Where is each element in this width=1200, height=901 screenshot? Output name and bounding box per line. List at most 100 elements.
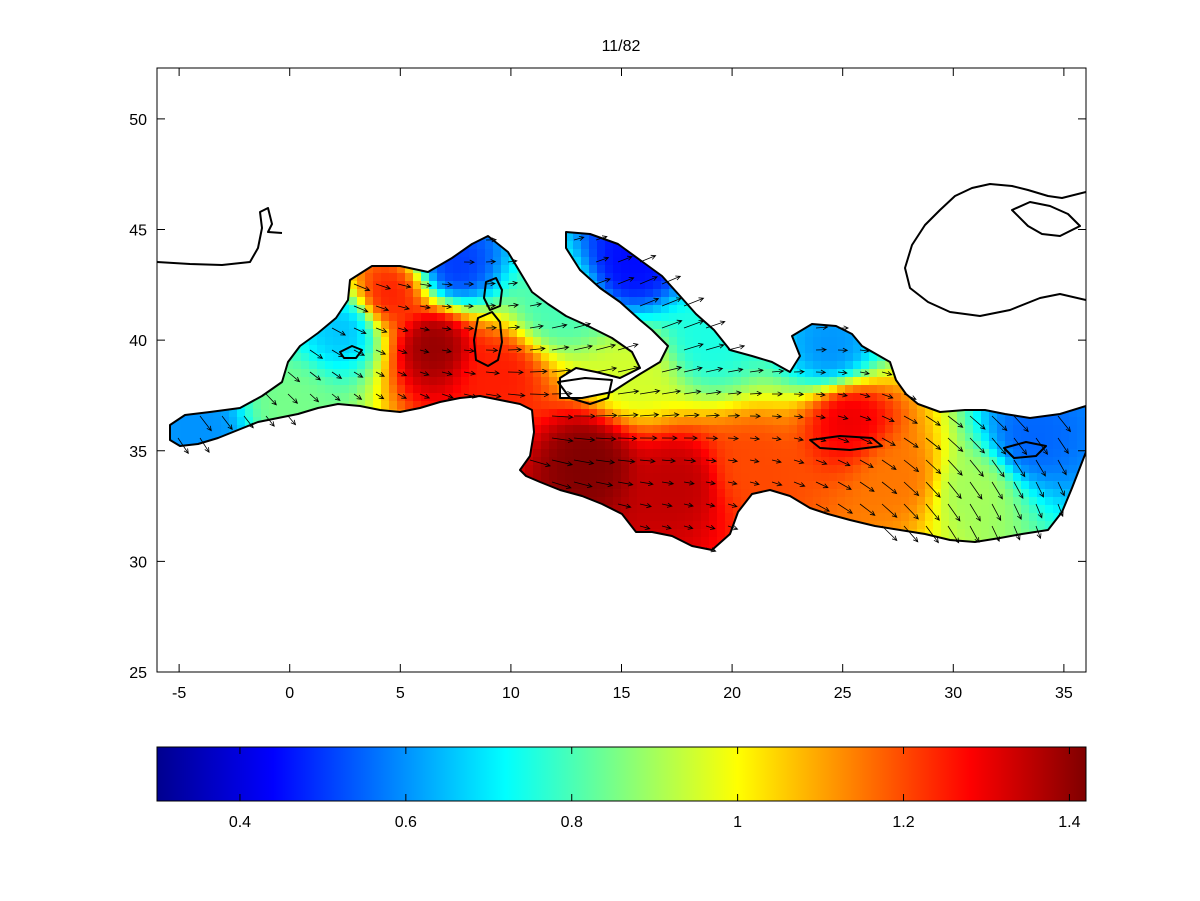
vector-arrow xyxy=(617,389,640,395)
heatmap-cell xyxy=(661,449,670,458)
heatmap-cell xyxy=(333,329,342,338)
vector-arrow xyxy=(397,283,412,289)
heatmap-cell xyxy=(797,473,806,482)
heatmap-cell xyxy=(509,337,518,346)
heatmap-cell xyxy=(581,449,590,458)
heatmap-cell xyxy=(837,329,846,338)
heatmap-cell xyxy=(781,369,790,378)
heatmap-cell xyxy=(573,473,582,482)
heatmap-cell xyxy=(573,457,582,466)
heatmap-cell xyxy=(965,489,974,498)
heatmap-cell xyxy=(701,529,710,538)
heatmap-cell xyxy=(885,489,894,498)
heatmap-cell xyxy=(429,297,438,306)
heatmap-cell xyxy=(917,465,926,474)
heatmap-cell xyxy=(693,449,702,458)
heatmap-cell xyxy=(1005,465,1014,474)
heatmap-cell xyxy=(461,297,470,306)
heatmap-cell xyxy=(709,457,718,466)
heatmap-cell xyxy=(885,433,894,442)
heatmap-cell xyxy=(437,305,446,314)
heatmap-cell xyxy=(989,409,998,418)
heatmap-cell xyxy=(1045,417,1054,426)
heatmap-cell xyxy=(621,273,630,282)
heatmap-cell xyxy=(605,473,614,482)
heatmap-cell xyxy=(605,449,614,458)
heatmap-cell xyxy=(197,417,206,426)
heatmap-cell xyxy=(221,417,230,426)
vector-arrow xyxy=(397,327,409,333)
heatmap-cell xyxy=(669,385,678,394)
heatmap-cell xyxy=(653,433,662,442)
heatmap-cell xyxy=(613,393,622,402)
vector-arrow xyxy=(331,393,341,401)
vector-arrow xyxy=(881,371,893,376)
heatmap-cell xyxy=(613,361,622,370)
heatmap-cell xyxy=(685,393,694,402)
heatmap-cell xyxy=(669,529,678,538)
heatmap-cell xyxy=(845,361,854,370)
heatmap-cell xyxy=(549,353,558,362)
heatmap-cell xyxy=(1069,425,1078,434)
heatmap-cell xyxy=(917,425,926,434)
heatmap-cell xyxy=(789,401,798,410)
heatmap-cell xyxy=(645,513,654,522)
heatmap-cell xyxy=(429,369,438,378)
heatmap-cell xyxy=(493,361,502,370)
heatmap-cell xyxy=(837,497,846,506)
heatmap-cell xyxy=(837,345,846,354)
heatmap-cell xyxy=(541,465,550,474)
vector-arrow xyxy=(375,305,390,312)
heatmap-cell xyxy=(549,449,558,458)
heatmap-cell xyxy=(677,313,686,322)
heatmap-cell xyxy=(893,465,902,474)
heatmap-cell xyxy=(597,337,606,346)
vector-arrow xyxy=(529,324,544,330)
heatmap-cell xyxy=(341,385,350,394)
heatmap-cell xyxy=(317,337,326,346)
heatmap-cell xyxy=(517,281,526,290)
heatmap-cell xyxy=(613,449,622,458)
heatmap-cell xyxy=(413,281,422,290)
heatmap-cell xyxy=(1061,417,1070,426)
heatmap-cell xyxy=(677,449,686,458)
vector-arrow xyxy=(837,369,848,376)
heatmap-cell xyxy=(1029,465,1038,474)
heatmap-cell xyxy=(877,489,886,498)
heatmap-cell xyxy=(965,465,974,474)
heatmap-cell xyxy=(597,449,606,458)
heatmap-cell xyxy=(501,377,510,386)
heatmap-cell xyxy=(661,337,670,346)
heatmap-cell xyxy=(917,481,926,490)
heatmap-cell xyxy=(829,505,838,514)
heatmap-cell xyxy=(309,361,318,370)
heatmap-cell xyxy=(541,305,550,314)
heatmap-cell xyxy=(669,505,678,514)
heatmap-cell xyxy=(733,505,742,514)
heatmap-cell xyxy=(221,409,230,418)
heatmap-cell xyxy=(901,473,910,482)
heatmap-cell xyxy=(565,465,574,474)
heatmap-cell xyxy=(957,433,966,442)
heatmap-cell xyxy=(373,361,382,370)
heatmap-cell xyxy=(541,361,550,370)
heatmap-cell xyxy=(861,497,870,506)
heatmap-cell xyxy=(877,417,886,426)
heatmap-cell xyxy=(829,449,838,458)
heatmap-cell xyxy=(645,393,654,402)
heatmap-cell xyxy=(645,297,654,306)
heatmap-cell xyxy=(829,441,838,450)
heatmap-cell xyxy=(1021,441,1030,450)
heatmap-cell xyxy=(645,409,654,418)
heatmap-cell xyxy=(717,513,726,522)
heatmap-cell xyxy=(733,369,742,378)
heatmap-cell xyxy=(813,329,822,338)
vector-arrow xyxy=(397,349,408,354)
heatmap-cell xyxy=(613,241,622,250)
heatmap-cell xyxy=(1069,473,1078,482)
heatmap-cell xyxy=(949,521,958,530)
heatmap-cell xyxy=(949,497,958,506)
heatmap-cell xyxy=(477,385,486,394)
heatmap-cell xyxy=(981,505,990,514)
heatmap-cell xyxy=(1021,457,1030,466)
